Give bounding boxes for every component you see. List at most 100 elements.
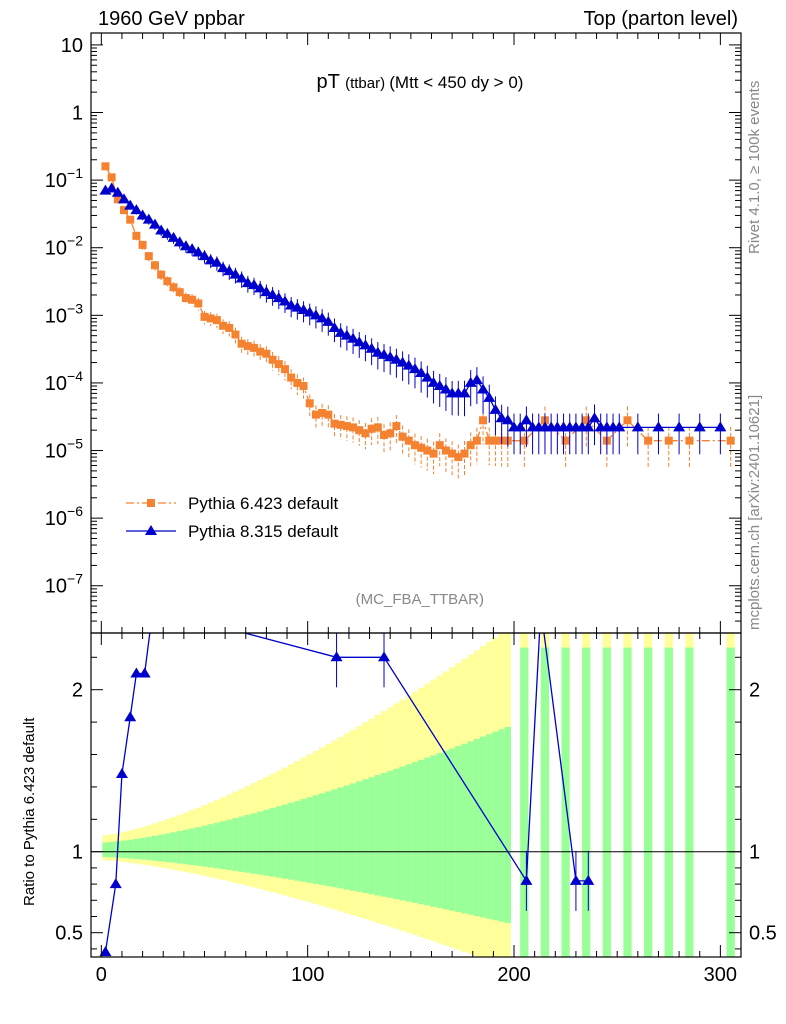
- green-band: [424, 757, 431, 906]
- data-point-square: [460, 449, 469, 458]
- ratio-point: [99, 946, 112, 957]
- green-band: [561, 647, 570, 957]
- data-point-triangle: [501, 414, 514, 425]
- green-band: [127, 839, 134, 859]
- green-band: [411, 762, 419, 903]
- data-point-square: [256, 347, 265, 356]
- y-tick-label: 10−4: [45, 368, 83, 395]
- green-band: [374, 775, 381, 896]
- plot-title: pT (ttbar) (Mtt < 450 dy > 0): [317, 71, 524, 93]
- data-point-square: [225, 323, 234, 332]
- data-point-triangle: [365, 342, 378, 353]
- data-point-triangle: [192, 246, 205, 257]
- data-point-square: [280, 365, 289, 374]
- green-band: [331, 789, 338, 888]
- data-point-square: [520, 436, 529, 445]
- green-band: [226, 819, 233, 870]
- x-tick-label: 100: [291, 964, 324, 986]
- green-band: [498, 729, 505, 922]
- y-tick-label: 10−7: [45, 571, 83, 598]
- green-band: [244, 814, 251, 873]
- ratio-point: [569, 874, 582, 885]
- data-point-triangle: [353, 336, 366, 347]
- data-point-square: [349, 423, 358, 432]
- green-band: [151, 835, 159, 861]
- data-point-square: [200, 312, 209, 321]
- data-point-square: [380, 430, 389, 439]
- ratio-point: [124, 711, 137, 722]
- data-point-triangle: [631, 421, 644, 432]
- x-tick-label: 300: [704, 964, 737, 986]
- y-tick-label: 10−2: [45, 233, 83, 260]
- data-point-triangle: [124, 199, 137, 210]
- data-point-square: [561, 436, 570, 445]
- data-point-square: [237, 339, 246, 348]
- data-point-triangle: [427, 376, 440, 387]
- ratio-uncertainty-bands: [102, 633, 735, 957]
- data-point-square: [435, 441, 444, 450]
- data-point-triangle: [173, 236, 186, 247]
- data-point-triangle: [217, 262, 230, 273]
- green-band: [399, 766, 406, 901]
- green-band: [201, 825, 208, 867]
- green-band: [219, 821, 227, 870]
- data-point-triangle: [334, 326, 347, 337]
- data-point-square: [274, 360, 283, 369]
- data-point-square: [417, 443, 426, 452]
- data-point-triangle: [588, 412, 601, 423]
- data-point-triangle: [309, 309, 322, 320]
- green-band: [195, 827, 202, 866]
- ratio-plot-area: [99, 633, 595, 957]
- data-point-square: [386, 429, 395, 438]
- y-tick-label: 10−3: [45, 300, 83, 327]
- green-band: [349, 783, 357, 891]
- green-band: [442, 750, 450, 910]
- green-band: [120, 840, 128, 859]
- data-point-square: [299, 382, 308, 391]
- green-band: [504, 726, 511, 924]
- data-point-triangle: [204, 254, 217, 265]
- data-point-triangle: [155, 224, 168, 235]
- data-point-triangle: [148, 218, 161, 229]
- green-band: [288, 802, 295, 880]
- green-band: [170, 832, 177, 863]
- green-band: [343, 785, 350, 890]
- data-point-triangle: [260, 286, 273, 297]
- green-band: [250, 813, 258, 874]
- data-point-square: [373, 423, 382, 432]
- data-point-triangle: [322, 315, 335, 326]
- data-point-square: [404, 436, 413, 445]
- data-point-triangle: [652, 421, 665, 432]
- ratio-point: [582, 874, 595, 885]
- green-band: [145, 836, 152, 861]
- data-point-square: [287, 373, 296, 382]
- data-point-triangle: [714, 421, 727, 432]
- green-band: [467, 741, 474, 915]
- data-point-triangle: [477, 383, 490, 394]
- data-point-triangle: [384, 351, 397, 362]
- data-point-square: [175, 288, 184, 297]
- green-band: [182, 829, 190, 865]
- data-point-triangle: [248, 279, 261, 290]
- green-band: [269, 808, 276, 877]
- data-point-triangle: [464, 376, 477, 387]
- data-point-square: [150, 261, 159, 270]
- data-point-square: [429, 449, 438, 458]
- data-point-triangle: [489, 403, 502, 414]
- green-band: [133, 838, 140, 860]
- data-point-square: [157, 270, 166, 279]
- data-point-square: [355, 426, 364, 435]
- data-point-square: [448, 449, 457, 458]
- green-band: [108, 841, 115, 858]
- data-point-square: [685, 436, 694, 445]
- data-point-square: [243, 342, 252, 351]
- green-band: [294, 800, 301, 881]
- data-point-triangle: [378, 348, 391, 359]
- data-point-triangle: [415, 367, 428, 378]
- green-band: [207, 824, 214, 868]
- data-point-square: [107, 173, 116, 182]
- data-point-square: [491, 436, 500, 445]
- green-band: [479, 736, 487, 918]
- data-point-triangle: [278, 295, 291, 306]
- data-point-triangle: [483, 391, 496, 402]
